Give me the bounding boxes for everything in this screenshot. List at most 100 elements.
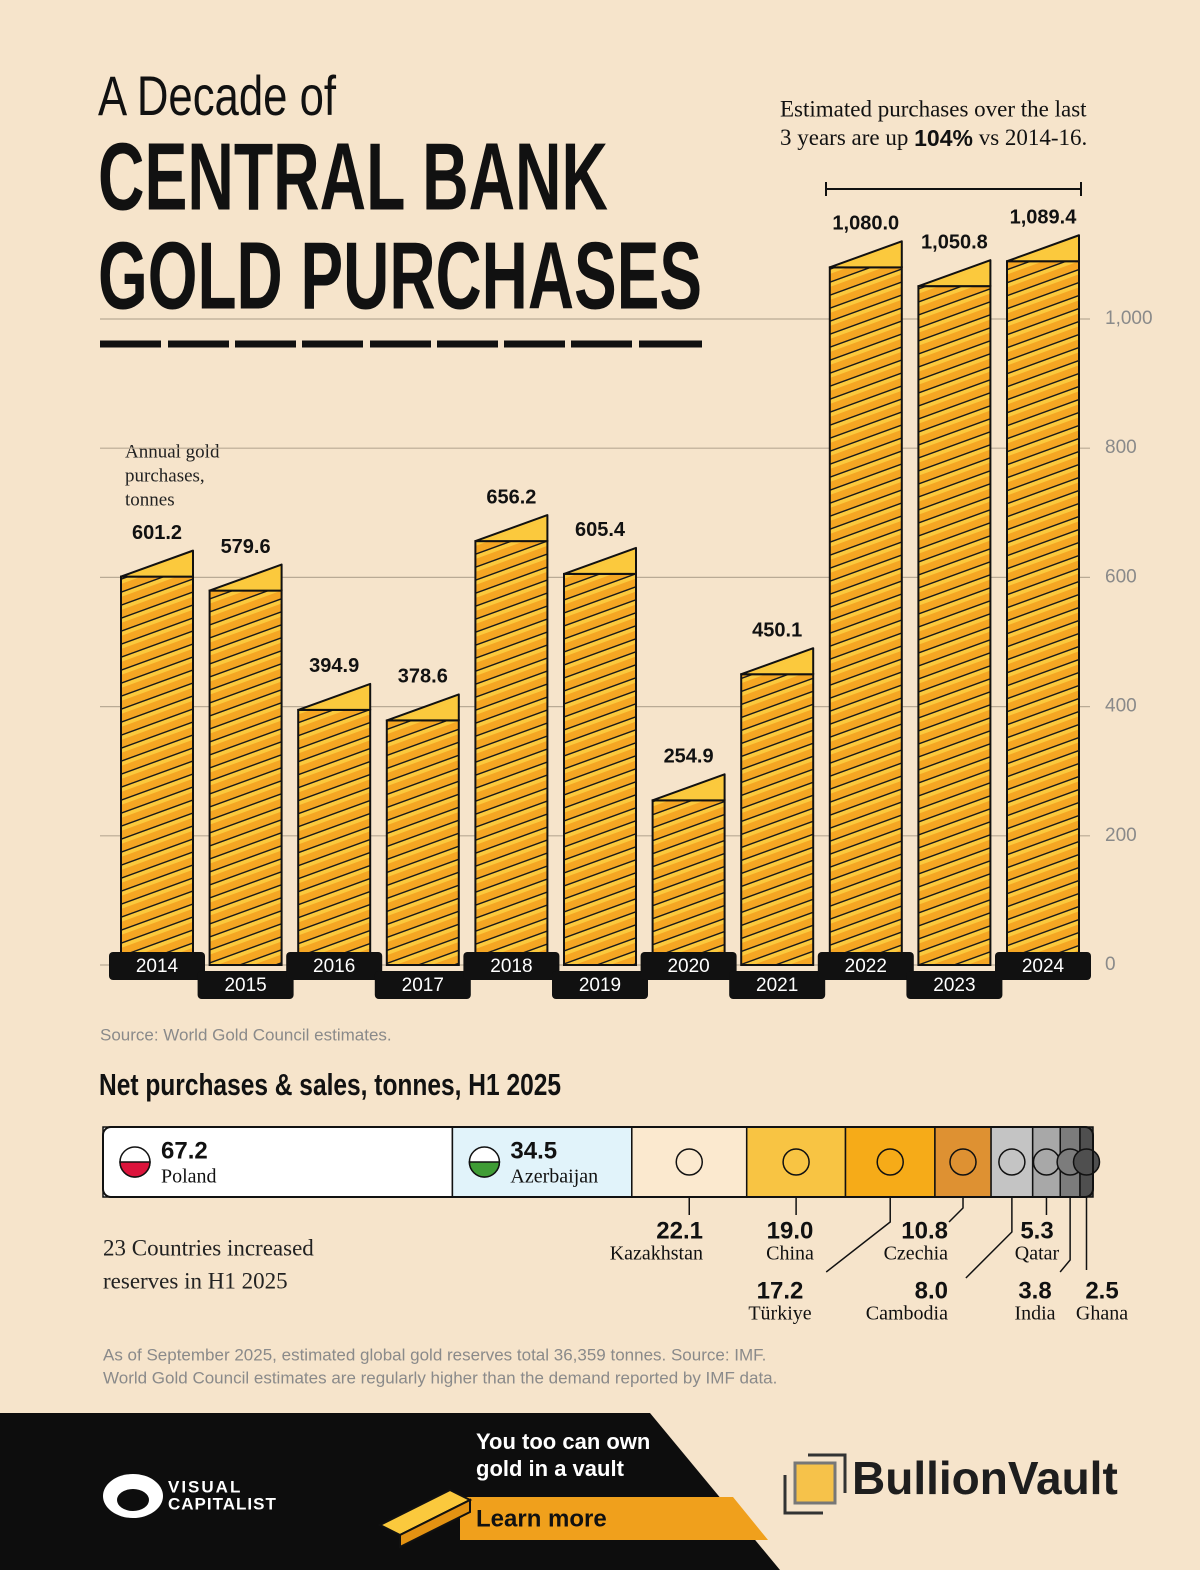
value-label: 1,050.8 — [921, 231, 988, 253]
value-label: 394.9 — [309, 655, 359, 677]
x-tick-label: 2018 — [490, 956, 532, 977]
footnote: World Gold Council estimates are regular… — [103, 1368, 777, 1387]
title-line: CENTRAL BANK — [98, 123, 608, 230]
column-chart: 0 200 400 600 800 1,000 601.2 2014 579.6 2015 394.… — [100, 207, 1153, 999]
x-tick-label: 2014 — [136, 956, 179, 977]
flag — [1032, 1148, 1061, 1176]
sponsor: BullionVault — [852, 1452, 1118, 1504]
value-label: 67.2 — [161, 1137, 208, 1164]
value-label: 19.0 — [767, 1217, 814, 1244]
value-label: 5.3 — [1020, 1217, 1053, 1244]
value-label: 10.8 — [901, 1217, 948, 1244]
footnote: As of September 2025, estimated global g… — [103, 1345, 766, 1364]
x-tick-label: 2016 — [313, 956, 355, 977]
category-tag — [552, 971, 648, 999]
bar-cap — [563, 546, 637, 575]
x-tick-label: 2019 — [579, 975, 621, 996]
annotation-text: 3 years are up — [780, 125, 914, 150]
value-label: 605.4 — [575, 519, 626, 541]
bullionvault-logo: BullionVault — [783, 1452, 1118, 1515]
bar-cap — [120, 549, 194, 578]
y-tick-label: 400 — [1105, 696, 1137, 717]
leader-line — [1059, 1197, 1071, 1273]
category-tag — [640, 952, 737, 980]
bar-cap — [740, 647, 815, 676]
y-tick-label: 1,000 — [1105, 308, 1153, 329]
bar — [120, 575, 194, 967]
flag — [876, 1148, 904, 1176]
brand: VISUAL — [168, 1477, 242, 1496]
x-tick-label: 2024 — [1022, 956, 1065, 977]
category-tag — [729, 971, 826, 999]
value-label: 254.9 — [664, 746, 714, 768]
annotation-highlight: 104% — [914, 125, 973, 151]
category-tag — [286, 952, 383, 980]
bar — [208, 589, 283, 967]
value-label: 450.1 — [752, 620, 802, 642]
value-label: 17.2 — [757, 1277, 804, 1304]
bar-outline — [102, 1126, 1094, 1198]
bar — [1006, 260, 1080, 966]
kicker: A Decade of — [98, 64, 336, 127]
value-label: 378.6 — [398, 666, 448, 688]
segment-name: Czechia — [884, 1243, 949, 1265]
leader-line — [825, 1197, 891, 1273]
segment-name: Azerbaijan — [510, 1166, 598, 1188]
x-tick-label: 2023 — [933, 975, 975, 996]
category-tag — [109, 952, 205, 980]
segment-name: India — [1014, 1303, 1055, 1325]
bar-cap — [651, 773, 726, 802]
x-tick-label: 2021 — [756, 975, 798, 996]
visual-capitalist-logo: VISUAL CAPITALIST — [103, 1474, 277, 1518]
bar-cap — [385, 693, 460, 722]
bar-cap — [297, 682, 372, 711]
category-tag — [995, 952, 1091, 980]
bar — [828, 266, 903, 966]
x-tick-label: 2015 — [224, 975, 266, 996]
x-tick-label: 2017 — [402, 975, 444, 996]
value-label: 8.0 — [915, 1277, 948, 1304]
x-tick-label: 2022 — [845, 956, 887, 977]
bar — [917, 285, 992, 966]
category-tag — [374, 971, 471, 999]
bar-cap — [917, 259, 992, 288]
x-tick-label: 2020 — [667, 956, 709, 977]
category-tag — [906, 971, 1003, 999]
flag — [998, 1148, 1026, 1176]
note: 23 Countries increased — [103, 1235, 314, 1260]
button-label[interactable]: Learn more — [476, 1505, 607, 1532]
flag — [119, 1161, 151, 1178]
segment — [102, 1126, 454, 1198]
cta-text: You too can own — [476, 1429, 650, 1454]
y-tick-label: 800 — [1105, 437, 1137, 458]
bar-cap — [828, 240, 903, 269]
y-axis-label: tonnes — [125, 489, 175, 510]
bar — [474, 540, 549, 966]
segment-name: Türkiye — [748, 1303, 811, 1325]
brand: CAPITALIST — [168, 1494, 277, 1513]
bar-cap — [474, 514, 549, 543]
category-tag — [197, 971, 294, 999]
learn-more-button[interactable]: Learn more — [377, 1488, 768, 1549]
value-label: 22.1 — [656, 1217, 703, 1244]
y-axis-label: purchases, — [125, 465, 205, 486]
flag — [468, 1161, 501, 1178]
bar — [385, 719, 460, 966]
category-tag — [817, 952, 914, 980]
segment-name: Cambodia — [866, 1303, 948, 1325]
source: Source: World Gold Council estimates. — [100, 1025, 392, 1044]
title-line: GOLD PURCHASES — [98, 222, 702, 329]
bar-cap — [208, 563, 283, 592]
leader-line — [948, 1197, 964, 1223]
bracket — [825, 182, 1082, 196]
bar — [563, 572, 637, 967]
chart-title: Net purchases & sales, tonnes, H1 2025 — [99, 1067, 561, 1102]
y-tick-label: 0 — [1105, 954, 1116, 975]
annotation: Estimated purchases over the last — [780, 96, 1087, 121]
segment-name: Kazakhstan — [610, 1243, 703, 1265]
segment-name: Qatar — [1015, 1243, 1060, 1265]
value-label: 579.6 — [221, 536, 271, 558]
value-label: 1,080.0 — [832, 213, 899, 235]
